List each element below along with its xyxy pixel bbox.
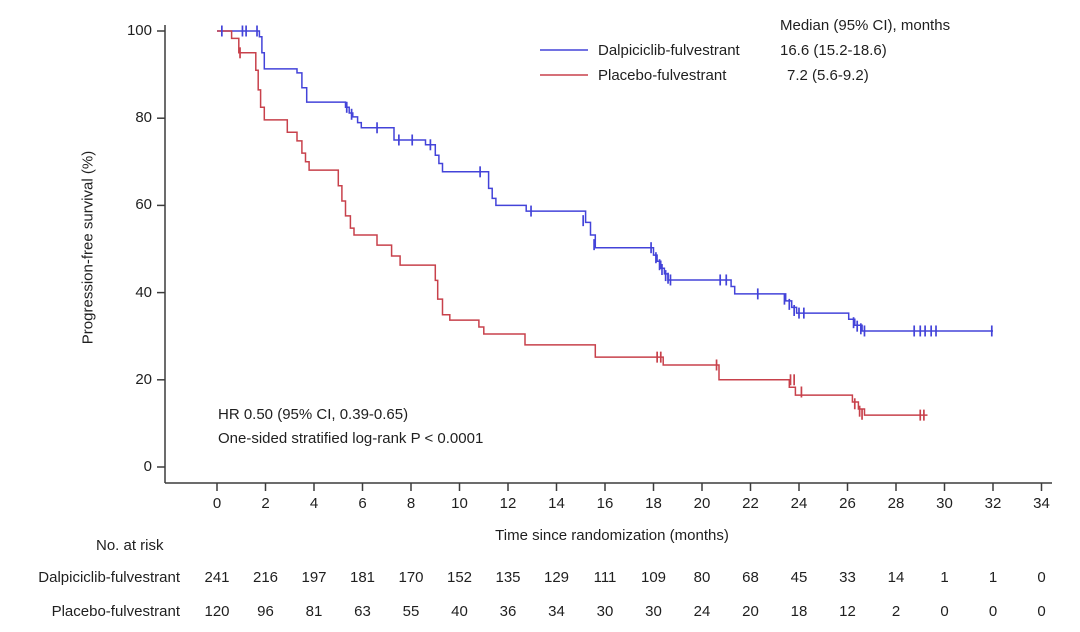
y-tick-label: 80 — [135, 109, 152, 127]
at-risk-count: 45 — [790, 569, 808, 586]
at-risk-count: 197 — [301, 569, 327, 586]
x-tick-label: 12 — [499, 495, 517, 512]
at-risk-count: 14 — [887, 569, 905, 586]
at-risk-count: 68 — [742, 569, 759, 586]
at-risk-count: 40 — [451, 603, 468, 620]
at-risk-count: 0 — [988, 603, 998, 620]
at-risk-count: 20 — [742, 603, 759, 620]
hr-annotation-line1: HR 0.50 (95% CI, 0.39-0.65) — [218, 406, 409, 423]
at-risk-count: 30 — [596, 603, 614, 620]
y-axis-title: Progression-free survival (%) — [79, 150, 97, 345]
x-tick-label: 6 — [358, 495, 367, 512]
at-risk-title: No. at risk — [96, 537, 164, 554]
at-risk-count: 1 — [940, 569, 949, 586]
x-tick-label: 32 — [984, 495, 1002, 512]
at-risk-count: 0 — [1037, 603, 1046, 620]
y-tick-label: 0 — [143, 458, 152, 475]
y-tick-label: 60 — [135, 196, 152, 214]
at-risk-count: 80 — [693, 569, 711, 586]
at-risk-count: 2 — [891, 603, 901, 620]
at-risk-count: 81 — [305, 603, 323, 620]
at-risk-count: 1 — [988, 569, 998, 586]
at-risk-count: 181 — [349, 569, 376, 586]
at-risk-count: 34 — [548, 603, 565, 620]
x-tick-label: 4 — [309, 495, 319, 512]
x-tick-label: 30 — [936, 495, 953, 512]
hr-annotation-line2: One-sided stratified log-rank P < 0.0001 — [218, 430, 484, 447]
at-risk-count: 170 — [398, 569, 424, 586]
at-risk-count: 96 — [257, 603, 274, 620]
at-risk-count: 111 — [593, 569, 617, 586]
x-tick-label: 24 — [790, 495, 808, 512]
legend-median-header: Median (95% CI), months — [780, 17, 951, 34]
at-risk-count: 18 — [790, 603, 808, 620]
y-axis-ticks — [157, 30, 165, 468]
at-risk-count: 30 — [645, 603, 662, 620]
x-tick-label: 16 — [596, 495, 614, 512]
y-tick-label: 100 — [126, 22, 152, 39]
at-risk-count: 241 — [204, 569, 230, 586]
at-risk-count: 216 — [252, 569, 279, 586]
at-risk-count: 12 — [839, 603, 856, 620]
x-tick-label: 0 — [212, 495, 222, 512]
legend-median-placebo: 7.2 (5.6-9.2) — [787, 67, 869, 84]
at-risk-count: 152 — [446, 569, 473, 586]
x-tick-label: 28 — [887, 495, 905, 512]
at-risk-count: 0 — [940, 603, 949, 620]
at-risk-count: 36 — [499, 603, 517, 620]
x-tick-label: 8 — [406, 495, 416, 512]
y-tick-label: 40 — [135, 283, 152, 301]
censor-marks — [221, 25, 993, 421]
at-risk-count: 63 — [354, 603, 371, 620]
at-risk-count: 55 — [402, 603, 420, 620]
x-tick-label: 2 — [261, 495, 270, 512]
y-tick-label: 20 — [135, 370, 152, 388]
dalpiciclib-censor-marks — [221, 25, 993, 337]
placebo-censor-marks — [239, 47, 925, 421]
x-tick-label: 14 — [548, 495, 565, 512]
placebo-curve — [217, 30, 928, 416]
x-axis-title: Time since randomization (months) — [495, 527, 729, 544]
x-tick-label: 22 — [742, 495, 759, 512]
x-tick-label: 34 — [1033, 495, 1050, 512]
at-risk-count: 33 — [839, 569, 856, 586]
x-axis-ticks — [216, 483, 1043, 491]
at-risk-count: 135 — [495, 569, 521, 586]
legend-median-dalpiciclib: 16.6 (15.2-18.6) — [780, 42, 887, 59]
x-tick-label: 26 — [839, 495, 856, 512]
at-risk-count: 24 — [693, 603, 711, 620]
at-risk-count: 109 — [640, 569, 667, 586]
dalpiciclib-curve — [217, 30, 993, 332]
at-risk-row-label-placebo: Placebo-fulvestrant — [51, 603, 180, 620]
at-risk-row-label-dalpiciclib: Dalpiciclib-fulvestrant — [38, 569, 180, 586]
survival-curves — [217, 30, 993, 416]
legend-label-placebo: Placebo-fulvestrant — [598, 67, 727, 84]
x-tick-label: 18 — [645, 495, 662, 512]
x-tick-label: 10 — [451, 495, 468, 512]
legend-label-dalpiciclib: Dalpiciclib-fulvestrant — [598, 42, 740, 59]
x-tick-label: 20 — [693, 495, 711, 512]
at-risk-count: 120 — [204, 603, 230, 620]
hr-annotation: HR 0.50 (95% CI, 0.39-0.65) One-sided st… — [218, 403, 483, 451]
at-risk-count: 129 — [543, 569, 570, 586]
at-risk-count: 0 — [1037, 569, 1046, 586]
